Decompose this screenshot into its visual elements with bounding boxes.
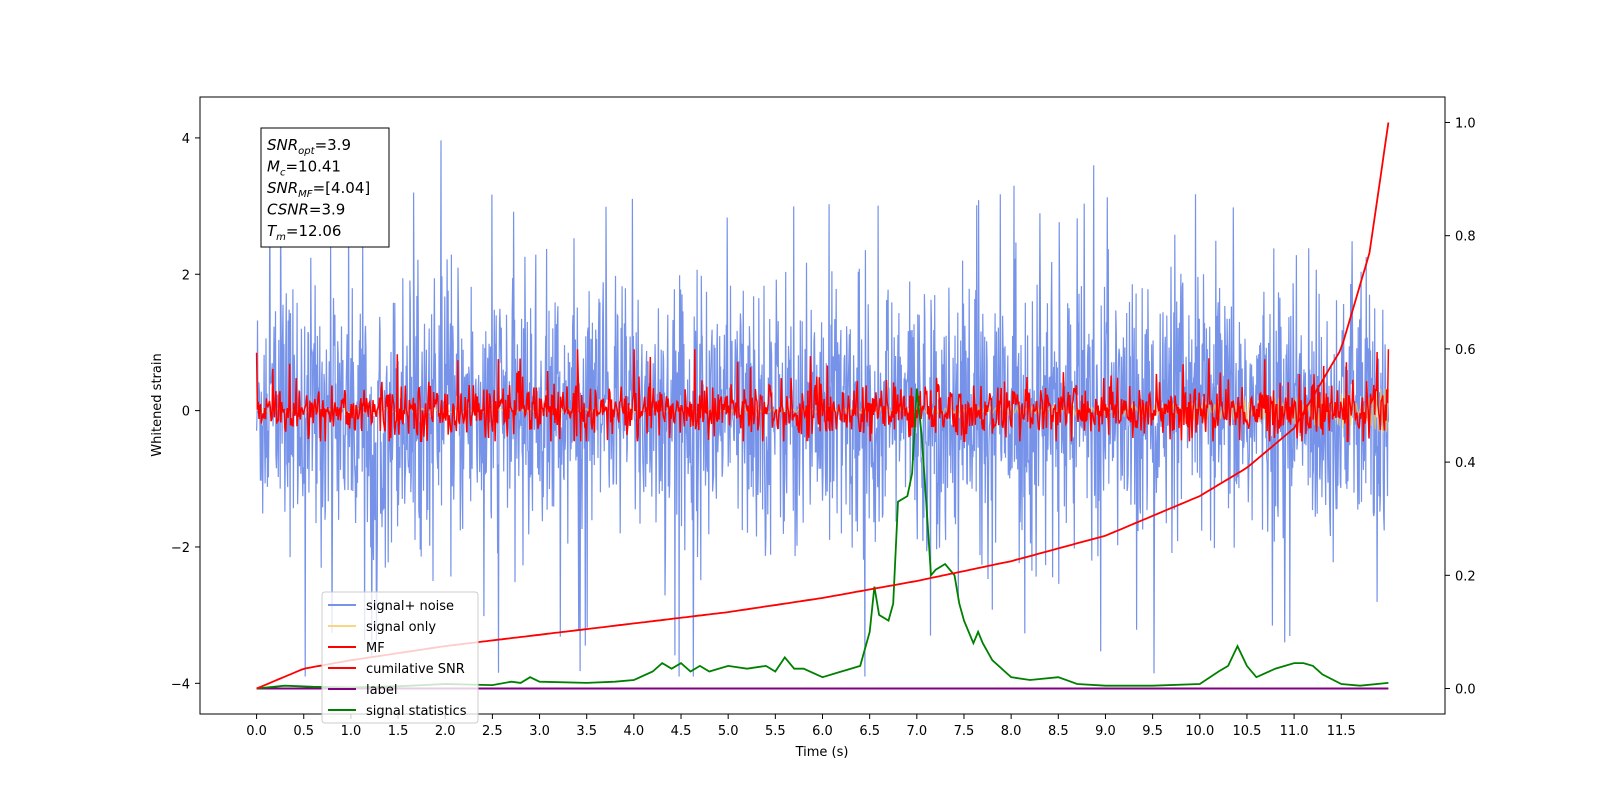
info-line: SNRMF=[4.04] — [267, 179, 370, 200]
legend-frame — [321, 591, 479, 724]
y2-tick-label: 0.8 — [1455, 230, 1476, 245]
y-tick-label: 2 — [182, 268, 190, 283]
x-tick-label: 0.5 — [293, 724, 314, 739]
x-tick-label: 7.5 — [954, 724, 975, 739]
x-tick-label: 9.0 — [1095, 724, 1116, 739]
x-tick-label: 2.5 — [482, 724, 503, 739]
x-tick-label: 4.5 — [671, 724, 692, 739]
legend-entry: label — [366, 683, 397, 698]
x-axis-ticks: 0.0 0.5 1.0 1.5 2.0 2.5 3.0 3.5 4.0 4.5 5.0 5.5 6.0 6… — [246, 714, 1356, 739]
x-tick-label: 10.0 — [1185, 724, 1214, 739]
y2-tick-label: 1.0 — [1455, 116, 1476, 131]
x-tick-label: 9.5 — [1142, 724, 1163, 739]
y-axis-label: Whitened strain — [150, 353, 165, 456]
y2-tick-label: 0.4 — [1455, 456, 1476, 471]
x-tick-label: 10.5 — [1232, 724, 1261, 739]
info-line: CSNR=3.9 — [267, 201, 345, 219]
legend-entry: signal+ noise — [366, 599, 454, 614]
mf-line — [255, 349, 1390, 443]
x-tick-label: 1.5 — [388, 724, 409, 739]
info-box-frame — [260, 127, 390, 248]
y-axis-ticks: −4 −2 0 2 4 — [171, 132, 200, 692]
legend-entry: signal statistics — [366, 704, 467, 719]
x-tick-label: 8.5 — [1048, 724, 1069, 739]
x-axis-label: Time (s) — [795, 745, 849, 760]
x-tick-label: 11.0 — [1280, 724, 1309, 739]
x-tick-label: 5.0 — [718, 724, 739, 739]
x-tick-label: 4.0 — [624, 724, 645, 739]
mf-series — [255, 349, 1390, 443]
x-tick-label: 1.0 — [341, 724, 362, 739]
y2-tick-label: 0.6 — [1455, 343, 1476, 358]
y2-tick-label: 0.0 — [1455, 683, 1476, 698]
signal-statistics-line — [256, 388, 1389, 690]
x-tick-label: 3.5 — [576, 724, 597, 739]
x-tick-label: 11.5 — [1327, 724, 1356, 739]
legend-entry: MF — [366, 641, 385, 656]
x-tick-label: 7.0 — [906, 724, 927, 739]
legend-entry: signal only — [366, 620, 436, 635]
y-tick-label: −4 — [171, 677, 190, 692]
x-tick-label: 6.5 — [859, 724, 880, 739]
y2-tick-label: 0.2 — [1455, 569, 1476, 584]
y-tick-label: 0 — [182, 405, 190, 420]
y-tick-label: 4 — [182, 132, 190, 147]
legend-entry: cumilative SNR — [366, 662, 465, 677]
x-tick-label: 0.0 — [246, 724, 267, 739]
x-tick-label: 6.0 — [812, 724, 833, 739]
info-line: Tm=12.06 — [267, 222, 341, 243]
info-line: Mc=10.41 — [267, 158, 341, 179]
info-line: SNRopt=3.9 — [267, 136, 351, 157]
y-tick-label: −2 — [171, 541, 190, 556]
legend: signal+ noise signal only MF cumilative SNR… — [321, 591, 479, 724]
x-tick-label: 8.0 — [1001, 724, 1022, 739]
x-tick-label: 2.0 — [435, 724, 456, 739]
x-tick-label: 5.5 — [765, 724, 786, 739]
x-tick-label: 3.0 — [529, 724, 550, 739]
y2-axis-ticks: 0.0 0.2 0.4 0.6 0.8 1.0 — [1445, 116, 1476, 698]
